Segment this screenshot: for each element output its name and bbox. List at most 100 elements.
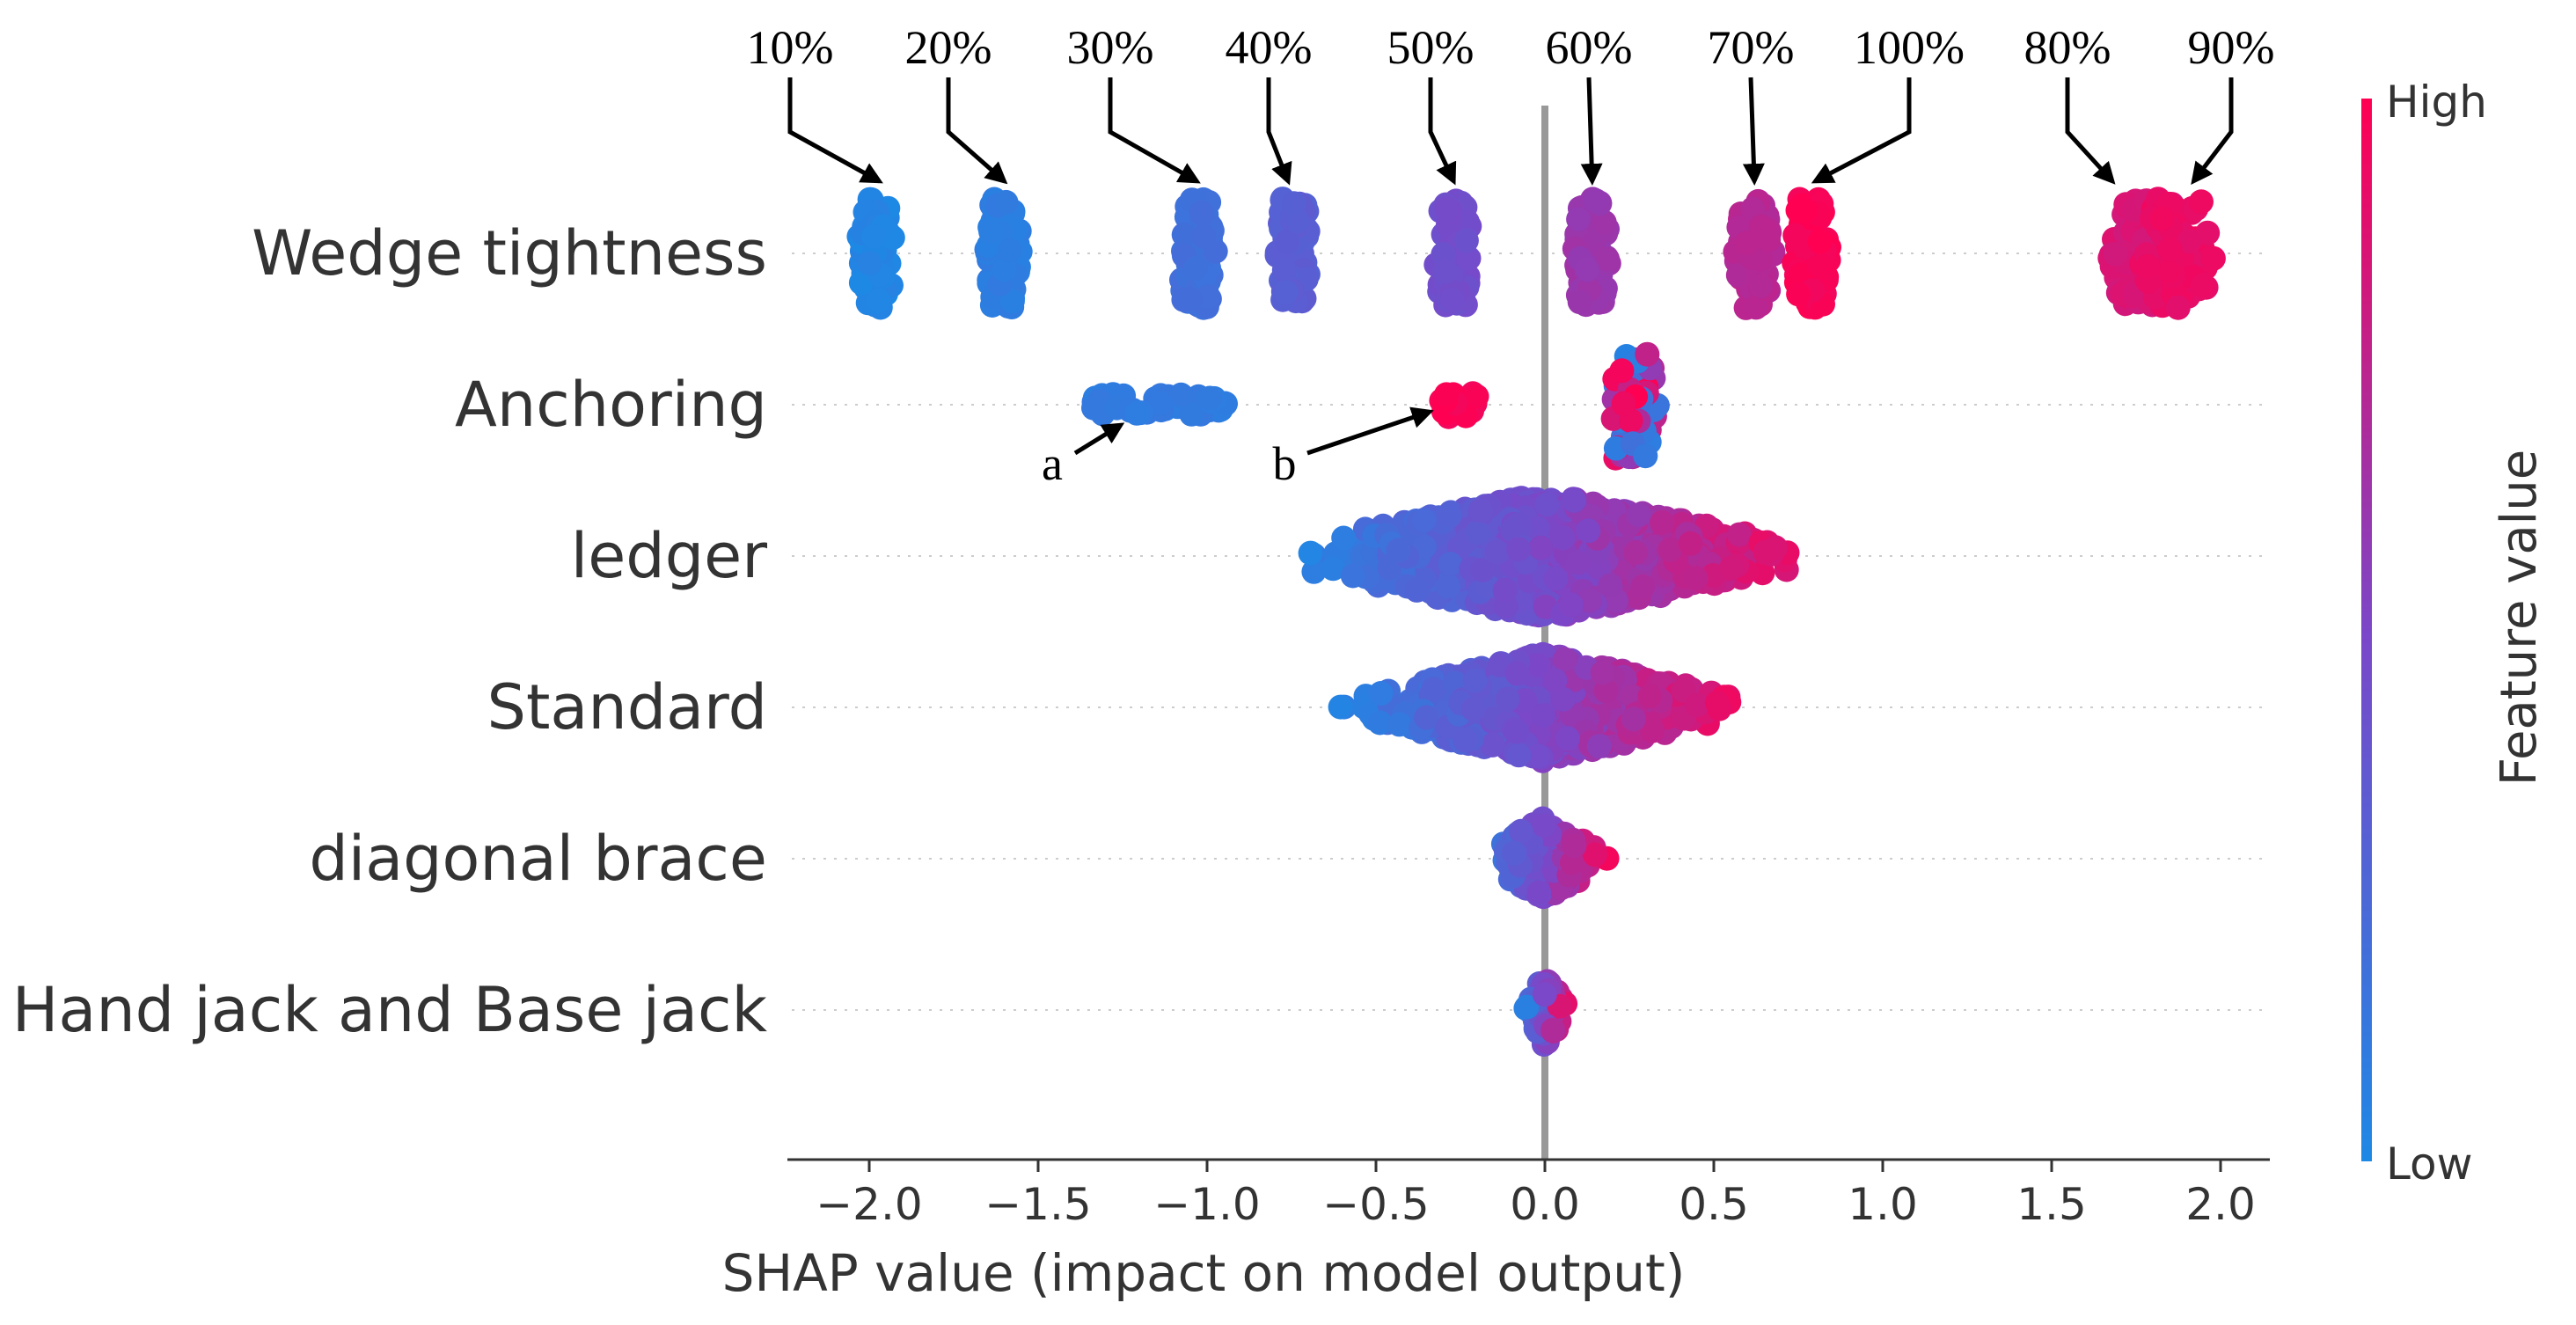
data-point (1684, 692, 1709, 718)
colorbar-low-label: Low (2386, 1138, 2472, 1190)
data-point (1196, 283, 1221, 309)
colorbar-title: Feature value (2491, 450, 2548, 786)
data-point (978, 219, 1004, 245)
data-point (1590, 660, 1615, 685)
feature-label: Anchoring (455, 369, 767, 441)
data-point (1635, 341, 1660, 367)
data-point (1558, 592, 1584, 618)
percent-label: 30% (1067, 21, 1154, 74)
data-point (1542, 668, 1568, 693)
annotation-arrow (1580, 77, 1603, 186)
colorbar-high-label: High (2386, 77, 2487, 128)
data-point (1577, 588, 1602, 613)
beeswarm-points (846, 187, 2226, 1058)
data-point (1550, 686, 1576, 712)
data-point (1575, 257, 1599, 282)
data-point (1189, 201, 1215, 226)
data-point (1480, 732, 1505, 758)
data-point (1540, 1017, 1566, 1043)
data-point (861, 223, 887, 249)
data-point (1321, 556, 1346, 582)
data-point (1595, 246, 1621, 272)
data-point (1434, 196, 1460, 222)
data-point (1148, 391, 1173, 416)
percent-label: 10% (747, 21, 834, 74)
data-point (1611, 391, 1636, 416)
data-point (1404, 577, 1430, 603)
annotation-arrow (1811, 77, 1912, 184)
data-point (1756, 227, 1782, 253)
data-point (1727, 522, 1752, 547)
data-point (1191, 223, 1217, 249)
x-tick-label: −2.0 (816, 1179, 922, 1230)
callout-letter: a (1042, 437, 1063, 490)
data-point (1598, 573, 1623, 598)
data-point (1633, 443, 1658, 469)
data-point (1328, 694, 1353, 720)
data-point (1504, 661, 1530, 686)
data-point (1555, 726, 1580, 751)
data-point (1502, 840, 1526, 866)
data-point (1506, 743, 1532, 768)
data-point (1367, 710, 1393, 736)
data-point (1785, 198, 1811, 223)
data-point (1763, 535, 1789, 560)
x-axis: −2.0 −1.5 −1.0 −0.5 0.0 0.5 1.0 1.5 2.0 SHAP val… (722, 1158, 2270, 1303)
data-point (1583, 842, 1607, 867)
data-point (1630, 574, 1656, 599)
percent-label: 90% (2188, 21, 2275, 74)
colorbar: High Low Feature value (2361, 77, 2548, 1190)
percent-label: 80% (2024, 21, 2111, 74)
data-point (1626, 502, 1651, 528)
data-point (1707, 696, 1732, 721)
data-point (1386, 538, 1411, 563)
data-point (1331, 525, 1357, 551)
data-point (1465, 520, 1490, 545)
data-point (1512, 688, 1538, 714)
data-point (1439, 287, 1465, 312)
data-point (1275, 229, 1300, 254)
x-ticks: −2.0 −1.5 −1.0 −0.5 0.0 0.5 1.0 1.5 2.0 (816, 1160, 2256, 1230)
data-point (848, 270, 874, 296)
data-point (1495, 686, 1520, 712)
data-point (1177, 286, 1203, 311)
data-point (1650, 510, 1674, 535)
feature-labels: Wedge tightness Anchoring ledger Standard di… (12, 217, 768, 1046)
data-point (1462, 668, 1488, 693)
data-point (1432, 259, 1458, 284)
data-point (867, 288, 892, 313)
data-point (1592, 209, 1617, 235)
data-point (1576, 518, 1601, 544)
data-point (1719, 555, 1745, 581)
data-point (1734, 231, 1760, 256)
data-point (1467, 498, 1493, 523)
data-point (1567, 289, 1592, 315)
data-point (2103, 241, 2128, 267)
x-tick-label: −0.5 (1322, 1179, 1429, 1230)
data-point (1414, 705, 1439, 730)
data-point (1340, 563, 1365, 589)
percent-label: 60% (1546, 21, 1633, 74)
data-point (1683, 566, 1709, 591)
data-point (1281, 191, 1306, 216)
data-point (2200, 245, 2226, 271)
x-tick-label: 1.0 (1848, 1179, 1918, 1230)
cluster-annotations: 10% 20% 30% 40% 50% 60% 70% 100% 80% 90% a b (747, 21, 2275, 490)
data-point (1197, 385, 1223, 411)
data-point (1526, 653, 1551, 678)
annotation-arrow (1108, 77, 1201, 184)
data-point (1168, 382, 1194, 407)
data-point (1453, 228, 1479, 253)
annotation-arrow (1428, 77, 1457, 186)
data-point (1484, 539, 1510, 565)
data-point (2177, 229, 2202, 254)
data-point (1586, 734, 1612, 759)
annotation-arrow (2191, 77, 2234, 185)
x-tick-label: 2.0 (2185, 1179, 2256, 1230)
data-point (1744, 295, 1768, 320)
data-point (1748, 273, 1774, 298)
data-point (2189, 189, 2214, 215)
data-point (2135, 253, 2161, 279)
x-tick-label: 0.5 (1679, 1179, 1749, 1230)
data-point (1492, 577, 1518, 603)
